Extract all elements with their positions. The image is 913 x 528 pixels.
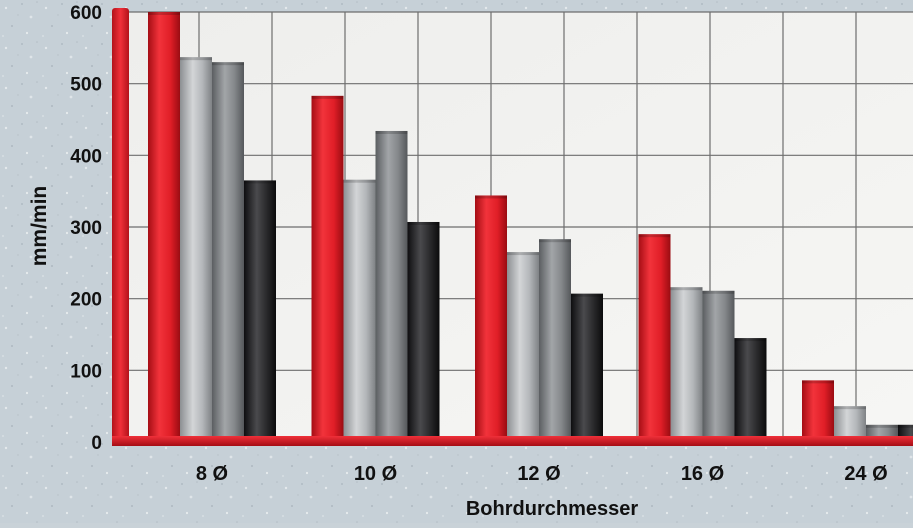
bar-8-series-1 bbox=[148, 12, 180, 442]
x-tick-label-3: 16 Ø bbox=[681, 463, 724, 485]
y-tick-label-3: 300 bbox=[70, 218, 102, 239]
y-tick-label-4: 400 bbox=[70, 146, 102, 167]
bar-8-series-4 bbox=[244, 180, 276, 442]
y-axis-title: mm/min bbox=[28, 186, 51, 267]
bar-12-series-1 bbox=[475, 195, 507, 442]
y-tick-label-2: 200 bbox=[70, 290, 102, 311]
x-tick-label-4: 24 Ø bbox=[844, 463, 887, 485]
bar-24-series-1 bbox=[802, 380, 834, 442]
bar-12-series-3 bbox=[539, 239, 571, 442]
bar-10-series-4 bbox=[407, 221, 440, 442]
x-tick-label-2: 12 Ø bbox=[517, 463, 560, 485]
bar-8-series-2 bbox=[180, 57, 212, 443]
bar-16-series-2 bbox=[670, 287, 703, 442]
bar-12-series-2 bbox=[507, 252, 539, 442]
bar-16-series-1 bbox=[638, 234, 671, 442]
y-tick-label-0: 0 bbox=[91, 433, 102, 454]
y-tick-label-6: 600 bbox=[70, 3, 102, 24]
bar-8-series-3 bbox=[212, 62, 244, 443]
bar-10-series-1 bbox=[311, 95, 344, 442]
bar-16-series-4 bbox=[734, 338, 767, 442]
y-tick-label-5: 500 bbox=[70, 75, 102, 96]
x-tick-label-0: 8 Ø bbox=[196, 463, 228, 485]
x-tick-label-1: 10 Ø bbox=[354, 463, 397, 485]
x-axis-line bbox=[112, 436, 913, 446]
bar-12-series-4 bbox=[571, 293, 603, 442]
bar-16-series-3 bbox=[702, 290, 735, 442]
x-axis-title: Bohrdurchmesser bbox=[466, 498, 638, 520]
y-axis-line bbox=[112, 8, 129, 446]
bar-10-series-3 bbox=[375, 130, 408, 442]
bar-10-series-2 bbox=[343, 179, 376, 442]
y-tick-label-1: 100 bbox=[70, 361, 102, 382]
